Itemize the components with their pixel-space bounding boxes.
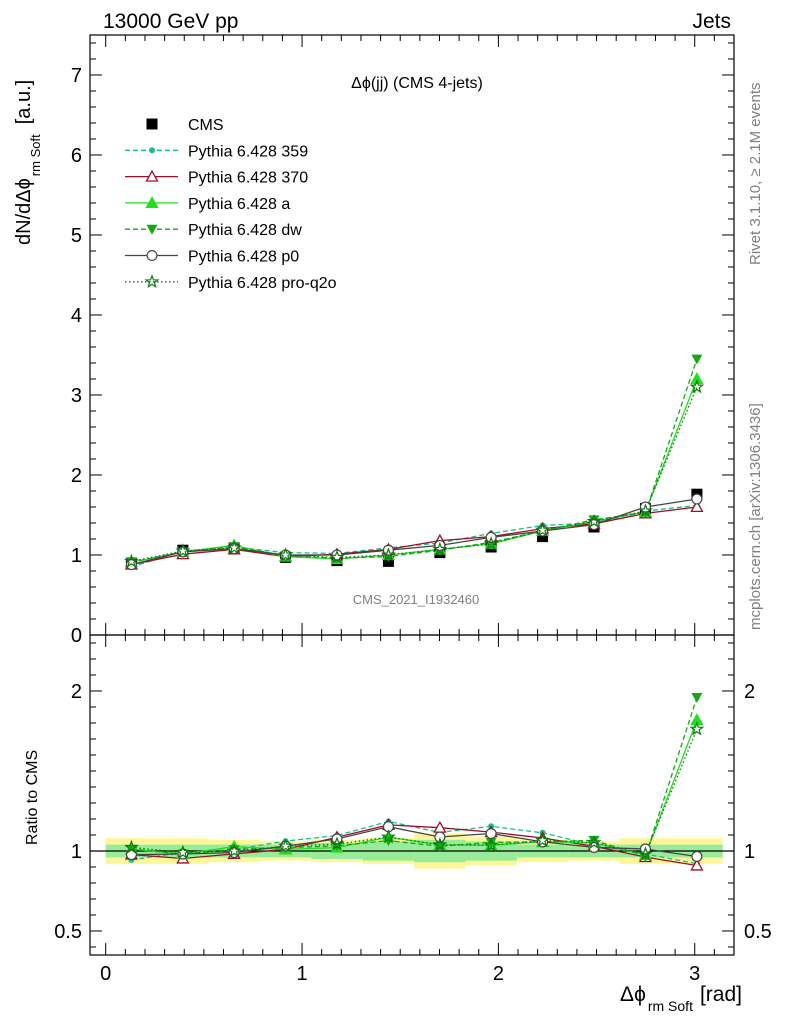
legend-label-cms: CMS (188, 117, 224, 134)
x-tick-label: 0 (100, 963, 111, 985)
legend-label-pythia-6-428-359: Pythia 6.428 359 (188, 143, 308, 160)
data-point-ratio-pythia-6-428-370 (690, 858, 704, 871)
data-point-ratio-pythia-6-428-dw (588, 835, 600, 846)
data-point-main-pythia-6-428-370 (690, 500, 704, 513)
y-tick-label-ratio: 0.5 (54, 921, 82, 943)
data-point-main-pythia-6-428-p0 (691, 493, 703, 505)
legend-marker-pythia-6-428-359 (149, 147, 155, 154)
data-point-main-pythia-6-428-pro-q2o (175, 543, 191, 558)
series-line-main-pythia-6-428-370 (131, 506, 697, 566)
rivet-version-label: Rivet 3.1.10, ≥ 2.1M events (747, 83, 764, 266)
legend-label-pythia-6-428-370: Pythia 6.428 370 (188, 170, 308, 187)
y-tick-label-main: 4 (71, 305, 82, 327)
x-tick-label: 1 (296, 963, 307, 985)
legend-label-pythia-6-428-a: Pythia 6.428 a (188, 196, 290, 213)
data-point-main-pythia-6-428-pro-q2o (689, 379, 705, 394)
data-point-ratio-pythia-6-428-pro-q2o (689, 721, 705, 736)
series-line-ratio-pythia-6-428-dw (131, 697, 698, 857)
header-right: Jets (692, 10, 731, 33)
data-point-main-pythia-6-428-pro-q2o (278, 547, 293, 562)
legend-marker-pythia-6-428-p0 (146, 249, 158, 262)
y-axis-label-main: dN/dΔϕ rm Soft [a.u.] (13, 80, 43, 245)
data-point-ratio-pythia-6-428-pro-q2o (226, 843, 242, 858)
y-tick-label-ratio: 2 (71, 681, 82, 703)
series-markers (124, 354, 705, 871)
legend-marker-cms (146, 118, 158, 130)
x-axis-label: Δϕ rm Soft [rad] (620, 983, 742, 1014)
series-line-ratio-pythia-6-428-a (131, 719, 698, 856)
legend-marker-pythia-6-428-dw (146, 224, 158, 235)
y-tick-label-main: 1 (71, 545, 82, 567)
data-point-ratio-pythia-6-428-pro-q2o (483, 837, 499, 852)
series-line-ratio-pythia-6-428-p0 (131, 826, 697, 858)
y-tick-label-ratio-right: 2 (744, 681, 755, 703)
data-point-ratio-pythia-6-428-p0 (485, 827, 497, 840)
data-point-ratio-pythia-6-428-p0 (691, 850, 703, 863)
y-tick-label-main: 2 (71, 465, 82, 487)
y-axis-label-main-unit: [a.u.] (13, 80, 35, 124)
data-point-main-pythia-6-428-dw (691, 354, 703, 365)
x-tick-label: 3 (689, 963, 700, 985)
series-line-main-pythia-6-428-a (131, 378, 698, 563)
axes: 0 1 2 3 4 5 6 7 0.5 0.5 1 1 2 2 0 1 2 3 (54, 35, 772, 985)
y-axis-label-main-base: dN/dΔϕ (13, 178, 35, 245)
series-line-main-pythia-6-428-pro-q2o (131, 386, 698, 563)
data-point-main-pythia-6-428-pro-q2o (226, 540, 242, 555)
legend-marker-pythia-6-428-pro-q2o (144, 274, 160, 289)
plot-title: Δϕ(jj) (CMS 4-jets) (351, 75, 483, 92)
series-line-main-pythia-6-428-359 (131, 504, 697, 568)
data-point-main-cms (537, 531, 549, 543)
data-point-ratio-pythia-6-428-pro-q2o (535, 832, 550, 847)
legend-marker-pythia-6-428-a (145, 196, 159, 208)
x-axis-label-base: Δϕ (620, 983, 646, 1006)
legend-label-pythia-6-428-pro-q2o: Pythia 6.428 pro-q2o (188, 275, 337, 292)
y-tick-label-main: 0 (71, 625, 82, 647)
y-axis-label-main-sub: rm Soft (28, 134, 43, 176)
y-tick-label-ratio-right: 1 (744, 841, 755, 863)
data-point-ratio-pythia-6-428-pro-q2o (278, 838, 293, 853)
data-point-ratio-pythia-6-428-pro-q2o (175, 844, 191, 859)
data-point-main-pythia-6-428-pro-q2o (381, 547, 396, 562)
y-tick-label-ratio: 1 (71, 841, 82, 863)
series-lines (131, 358, 698, 867)
data-point-main-pythia-6-428-pro-q2o (586, 513, 602, 528)
data-point-main-pythia-6-428-pro-q2o (432, 541, 448, 556)
y-tick-label-main: 6 (71, 145, 82, 167)
ratio-plot-frame (89, 634, 735, 956)
data-point-ratio-pythia-6-428-pro-q2o (638, 846, 653, 861)
y-tick-label-main: 3 (71, 385, 82, 407)
legend: CMS Pythia 6.428 359 Pythia 6.428 370 Pythi… (125, 117, 337, 292)
y-axis-label-ratio: Ratio to CMS (24, 750, 41, 845)
data-point-main-pythia-6-428-pro-q2o (329, 549, 345, 564)
data-point-ratio-pythia-6-428-pro-q2o (586, 834, 602, 850)
legend-label-pythia-6-428-p0: Pythia 6.428 p0 (188, 249, 299, 266)
data-point-ratio-pythia-6-428-pro-q2o (381, 829, 396, 844)
analysis-watermark: CMS_2021_I1932460 (353, 592, 480, 607)
x-axis-label-unit: [rad] (700, 983, 742, 1006)
x-tick-label: 2 (493, 963, 504, 985)
data-point-main-pythia-6-428-pro-q2o (535, 522, 550, 537)
y-tick-label-main: 5 (71, 225, 82, 247)
data-point-ratio-pythia-6-428-dw (485, 837, 497, 848)
data-point-ratio-pythia-6-428-pro-q2o (124, 839, 139, 854)
data-point-ratio-pythia-6-428-pro-q2o (329, 836, 345, 851)
legend-label-pythia-6-428-dw: Pythia 6.428 dw (188, 222, 302, 239)
header-left: 13000 GeV pp (103, 10, 238, 33)
y-tick-label-ratio-right: 0.5 (744, 921, 772, 943)
series-line-ratio-pythia-6-428-pro-q2o (131, 728, 698, 855)
data-point-main-pythia-6-428-pro-q2o (638, 503, 653, 518)
mcplots-label: mcplots.cern.ch [arXiv:1306.3436] (747, 403, 764, 630)
legend-marker-pythia-6-428-370 (145, 169, 159, 182)
data-point-main-pythia-6-428-pro-q2o (483, 536, 499, 551)
data-point-main-pythia-6-428-a (690, 372, 704, 385)
data-point-main-pythia-6-428-pro-q2o (124, 553, 139, 568)
series-line-main-pythia-6-428-dw (131, 358, 698, 563)
data-point-ratio-pythia-6-428-pro-q2o (432, 836, 448, 852)
series-line-main-pythia-6-428-p0 (131, 498, 697, 566)
x-axis-label-sub: rm Soft (648, 998, 693, 1014)
y-tick-label-main: 7 (71, 65, 82, 87)
data-point-ratio-pythia-6-428-dw (691, 692, 703, 703)
